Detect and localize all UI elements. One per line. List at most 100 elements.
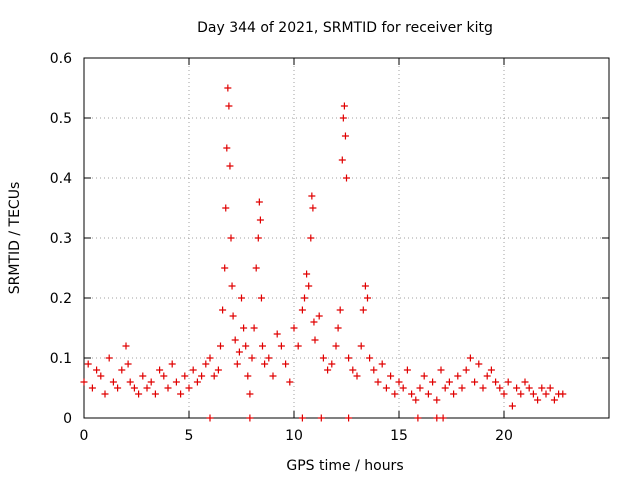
data-point	[391, 390, 399, 398]
data-point	[206, 354, 214, 362]
data-point	[387, 372, 395, 380]
data-point	[542, 390, 550, 398]
data-points	[80, 84, 567, 422]
data-point	[466, 354, 474, 362]
axis-ticks: 0 0.1 0.2 0.3 0.4 0.5 0.6 0 5 10 15 20	[50, 51, 609, 444]
data-point	[124, 360, 132, 368]
data-point	[221, 264, 229, 272]
data-point	[214, 366, 222, 374]
y-tick-label: 0.2	[50, 291, 72, 307]
data-point	[217, 342, 224, 350]
data-point	[345, 414, 353, 422]
data-point	[114, 384, 122, 392]
data-point	[471, 378, 479, 386]
data-point	[353, 372, 361, 380]
data-point	[222, 204, 230, 212]
data-point	[534, 396, 542, 404]
data-point	[500, 390, 508, 398]
data-point	[525, 384, 533, 392]
data-point	[475, 360, 483, 368]
data-point	[301, 294, 308, 302]
data-point	[341, 132, 349, 140]
data-point	[206, 414, 214, 422]
x-tick-label: 15	[390, 428, 408, 444]
data-point	[139, 372, 147, 380]
data-point	[244, 372, 252, 380]
data-point	[538, 384, 546, 392]
data-point	[229, 312, 237, 320]
data-point	[143, 384, 151, 392]
data-point	[437, 366, 445, 374]
data-point	[135, 390, 143, 398]
data-point	[332, 342, 340, 350]
data-point	[462, 366, 470, 374]
y-tick-label: 0.6	[50, 51, 72, 67]
data-point	[248, 354, 256, 362]
data-point	[286, 378, 294, 386]
data-point	[403, 366, 411, 374]
data-point	[228, 282, 236, 290]
data-point	[311, 336, 319, 344]
data-point	[181, 372, 189, 380]
data-point	[378, 360, 386, 368]
data-point	[308, 192, 316, 200]
data-point	[118, 366, 126, 374]
data-point	[454, 372, 462, 380]
data-point	[361, 282, 369, 290]
data-point	[240, 324, 248, 332]
data-point	[130, 384, 138, 392]
data-point	[424, 390, 432, 398]
data-point	[202, 360, 210, 368]
x-axis-label: GPS time / hours	[286, 458, 403, 474]
data-point	[550, 396, 558, 404]
data-point	[414, 414, 422, 422]
grid-lines	[84, 58, 609, 418]
data-point	[416, 384, 424, 392]
y-tick-label: 0.1	[50, 351, 72, 367]
data-point	[269, 372, 277, 380]
data-point	[382, 384, 390, 392]
data-point	[340, 102, 348, 110]
data-point	[101, 390, 109, 398]
data-point	[317, 414, 325, 422]
data-point	[168, 360, 176, 368]
data-point	[496, 384, 504, 392]
data-point	[450, 390, 458, 398]
data-point	[294, 342, 302, 350]
data-point	[305, 282, 313, 290]
data-point	[309, 204, 317, 212]
plot-frame	[83, 57, 610, 419]
data-point	[374, 378, 382, 386]
data-point	[479, 384, 487, 392]
data-point	[193, 378, 201, 386]
x-tick-label: 0	[80, 428, 89, 444]
data-point	[252, 264, 260, 272]
data-point	[97, 372, 105, 380]
y-tick-label: 0.3	[50, 231, 72, 247]
data-point	[88, 384, 96, 392]
data-point	[122, 342, 130, 350]
data-point	[273, 330, 281, 338]
x-tick-label: 10	[285, 428, 303, 444]
data-point	[319, 354, 327, 362]
data-point	[246, 390, 254, 398]
data-point	[151, 390, 159, 398]
data-point	[177, 390, 185, 398]
data-point	[412, 396, 420, 404]
data-point	[84, 360, 92, 368]
data-point	[282, 360, 290, 368]
data-point	[298, 414, 306, 422]
data-point	[261, 360, 269, 368]
data-point	[336, 306, 344, 314]
y-tick-label: 0.5	[50, 111, 72, 127]
data-point	[324, 366, 332, 374]
y-axis-label: SRMTID / TECUs	[7, 182, 23, 295]
data-point	[492, 378, 500, 386]
data-point	[559, 390, 567, 398]
data-point	[246, 414, 254, 422]
data-point	[223, 144, 231, 152]
data-point	[364, 294, 371, 302]
data-point	[185, 384, 193, 392]
data-point	[189, 366, 197, 374]
